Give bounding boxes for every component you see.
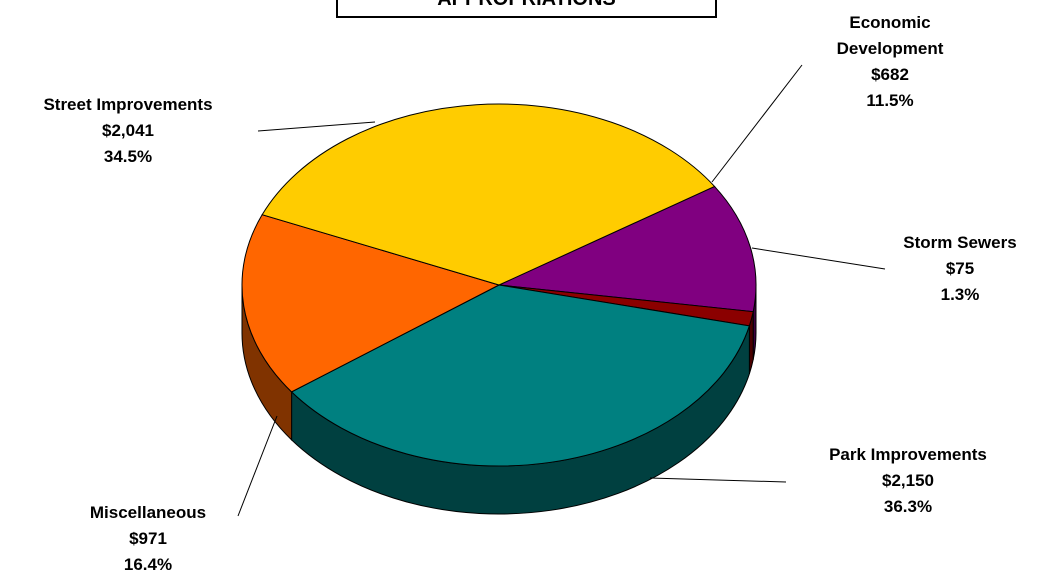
slice-label-miscellaneous: Miscellaneous $971 16.4% xyxy=(90,503,206,574)
leader-line xyxy=(751,247,886,270)
leader-lines-group xyxy=(237,64,886,517)
label-name: Street Improvements xyxy=(43,95,212,114)
slice-label-park-improvements: Park Improvements $2,150 36.3% xyxy=(829,445,987,516)
slice-labels-group: Economic Development $682 11.5% Storm Sewers… xyxy=(43,13,1016,574)
label-value: $682 xyxy=(871,65,909,84)
label-name: Miscellaneous xyxy=(90,503,206,522)
leader-line xyxy=(237,415,278,517)
label-percent: 1.3% xyxy=(941,285,980,304)
label-percent: 11.5% xyxy=(866,91,913,110)
label-percent: 34.5% xyxy=(104,147,152,166)
label-name: Development xyxy=(837,39,944,58)
label-percent: 16.4% xyxy=(124,555,172,574)
slice-miscellaneous xyxy=(241,214,501,393)
slice-park-improvements xyxy=(290,284,751,467)
slice-label-street-improvements: Street Improvements $2,041 34.5% xyxy=(43,95,212,166)
leader-line xyxy=(257,121,376,132)
label-value: $2,150 xyxy=(882,471,934,490)
label-name: Storm Sewers xyxy=(903,233,1016,252)
leader-line xyxy=(649,477,787,483)
slice-label-storm-sewers: Storm Sewers $75 1.3% xyxy=(903,233,1016,304)
label-value: $75 xyxy=(946,259,974,278)
slice-street-improvements xyxy=(261,103,716,286)
chart-title: APPROPRIATIONS xyxy=(336,0,717,18)
slice-label-economic-development: Economic Development $682 11.5% xyxy=(837,13,944,110)
label-name: Park Improvements xyxy=(829,445,987,464)
label-value: $971 xyxy=(129,529,167,548)
leader-line xyxy=(711,64,803,183)
slice-economic-development xyxy=(497,185,757,313)
label-value: $2,041 xyxy=(102,121,154,140)
label-percent: 36.3% xyxy=(884,497,932,516)
label-name: Economic xyxy=(849,13,930,32)
pie-slices-group xyxy=(241,103,757,467)
